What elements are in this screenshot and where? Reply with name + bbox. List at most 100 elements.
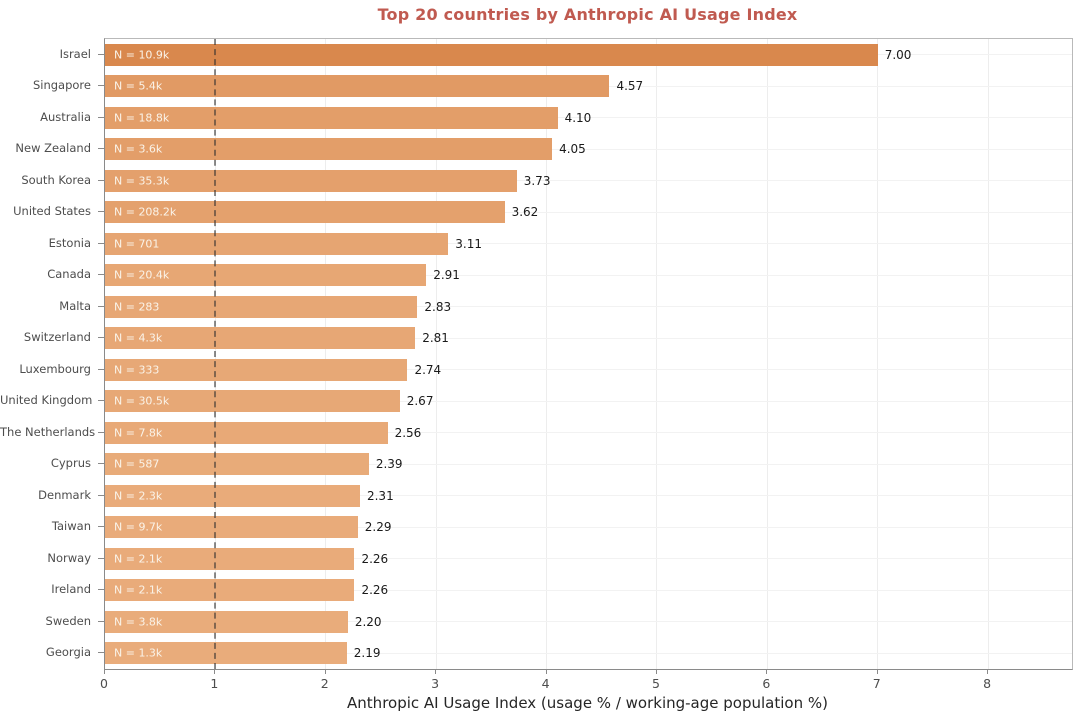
x-tick-label: 2 <box>320 676 329 691</box>
bar-n-label: N = 3.8k <box>114 615 163 629</box>
bar-estonia: N = 701 <box>105 232 449 255</box>
chart-title: Top 20 countries by Anthropic AI Usage I… <box>377 5 798 24</box>
value-label: 4.10 <box>564 110 592 125</box>
y-tick-mark <box>98 211 104 213</box>
x-tick-mark <box>214 669 216 674</box>
y-gridline <box>105 306 1072 308</box>
y-tick-label-cyprus: Cyprus <box>50 456 91 471</box>
y-tick-label-norway: Norway <box>47 550 91 565</box>
y-tick-label-south-korea: South Korea <box>21 172 91 187</box>
value-label: 2.56 <box>394 425 422 440</box>
bar-singapore: N = 5.4k <box>105 75 610 98</box>
value-label: 7.00 <box>884 47 912 62</box>
y-tick-label-new-zealand: New Zealand <box>15 141 91 156</box>
y-tick-mark <box>98 274 104 276</box>
bar-n-label: N = 10.9k <box>114 48 170 62</box>
x-tick-mark <box>655 669 657 674</box>
bar-n-label: N = 208.2k <box>114 205 177 219</box>
value-label: 2.74 <box>414 362 442 377</box>
x-tick-label: 5 <box>651 676 660 691</box>
bar-switzerland: N = 4.3k <box>105 327 416 350</box>
bar-canada: N = 20.4k <box>105 264 427 287</box>
x-tick-label: 7 <box>872 676 881 691</box>
bar-australia: N = 18.8k <box>105 106 558 129</box>
value-label: 2.31 <box>366 488 394 503</box>
y-tick-mark <box>98 242 104 244</box>
bar-n-label: N = 2.1k <box>114 583 163 597</box>
value-label: 2.19 <box>353 646 381 661</box>
value-label: 4.57 <box>616 79 644 94</box>
x-gridline <box>877 39 879 669</box>
y-tick-mark <box>98 85 104 87</box>
x-tick-mark <box>324 669 326 674</box>
y-tick-mark <box>98 305 104 307</box>
y-gridline <box>105 495 1072 497</box>
bar-united-states: N = 208.2k <box>105 201 505 224</box>
bar-georgia: N = 1.3k <box>105 642 347 665</box>
value-label: 2.26 <box>361 551 389 566</box>
x-gridline <box>325 39 327 669</box>
y-gridline <box>105 117 1072 119</box>
y-gridline <box>105 400 1072 402</box>
y-tick-label-united-kingdom: United Kingdom <box>0 393 93 408</box>
value-label: 2.81 <box>422 331 449 346</box>
bar-n-label: N = 333 <box>114 363 160 377</box>
value-label: 2.67 <box>406 394 434 409</box>
bar-south-korea: N = 35.3k <box>105 169 517 192</box>
y-gridline <box>105 211 1072 213</box>
reference-line-x1 <box>214 39 217 669</box>
x-tick-mark <box>435 669 437 674</box>
x-gridline <box>987 39 989 669</box>
bar-n-label: N = 283 <box>114 300 160 314</box>
bar-israel: N = 10.9k <box>105 43 878 66</box>
y-tick-label-sweden: Sweden <box>45 613 91 628</box>
bar-taiwan: N = 9.7k <box>105 516 358 539</box>
y-gridline <box>105 463 1072 465</box>
value-label: 3.62 <box>511 205 539 220</box>
bar-n-label: N = 2.1k <box>114 552 163 566</box>
bar-united-kingdom: N = 30.5k <box>105 390 400 413</box>
bar-n-label: N = 2.3k <box>114 489 163 503</box>
y-tick-label-israel: Israel <box>59 46 91 61</box>
value-label: 2.26 <box>361 583 389 598</box>
y-tick-label-taiwan: Taiwan <box>51 519 91 534</box>
value-label: 2.20 <box>354 614 382 629</box>
y-gridline <box>105 148 1072 150</box>
y-gridline <box>105 369 1072 371</box>
bar-n-label: N = 35.3k <box>114 174 170 188</box>
value-label: 2.83 <box>424 299 452 314</box>
bar-sweden: N = 3.8k <box>105 610 348 633</box>
y-tick-label-canada: Canada <box>47 267 91 282</box>
bar-new-zealand: N = 3.6k <box>105 138 553 161</box>
bar-n-label: N = 5.4k <box>114 79 163 93</box>
bar-ireland: N = 2.1k <box>105 579 355 602</box>
bar-n-label: N = 587 <box>114 457 160 471</box>
y-tick-mark <box>98 589 104 591</box>
bar-norway: N = 2.1k <box>105 547 355 570</box>
bar-luxembourg: N = 333 <box>105 358 408 381</box>
x-gridline <box>546 39 548 669</box>
value-label: 3.11 <box>455 236 483 251</box>
x-tick-mark <box>545 669 547 674</box>
y-gridline <box>105 274 1072 276</box>
x-tick-label: 6 <box>762 676 771 691</box>
bar-n-label: N = 7.8k <box>114 426 163 440</box>
y-gridline <box>105 526 1072 528</box>
y-tick-label-singapore: Singapore <box>32 78 91 93</box>
x-tick-label: 3 <box>431 676 440 691</box>
value-label: 2.29 <box>364 520 392 535</box>
y-tick-label-australia: Australia <box>40 109 91 124</box>
y-tick-label-estonia: Estonia <box>48 235 91 250</box>
bar-n-label: N = 18.8k <box>114 111 170 125</box>
bar-cyprus: N = 587 <box>105 453 369 476</box>
y-tick-label-georgia: Georgia <box>45 645 91 660</box>
y-tick-mark <box>98 400 104 402</box>
x-tick-label: 4 <box>541 676 550 691</box>
y-tick-label-luxembourg: Luxembourg <box>19 361 91 376</box>
y-tick-label-united-states: United States <box>13 204 91 219</box>
y-gridline <box>105 337 1072 339</box>
bar-malta: N = 283 <box>105 295 418 318</box>
y-tick-label-ireland: Ireland <box>51 582 91 597</box>
bar-n-label: N = 20.4k <box>114 268 170 282</box>
